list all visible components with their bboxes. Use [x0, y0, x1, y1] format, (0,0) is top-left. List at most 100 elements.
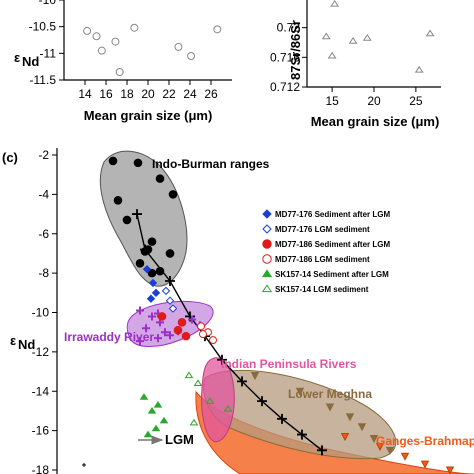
- mixing-line-marker: [317, 445, 327, 456]
- panel-c-y-tick-label: -16: [32, 424, 50, 438]
- ganges-point: [400, 452, 410, 461]
- ganges-point: [375, 442, 385, 451]
- mixing-line-marker: [237, 376, 247, 387]
- indo-burman-point: [147, 268, 157, 278]
- md77-186-lgm-point: [209, 336, 217, 345]
- lower-meghna-point: [295, 387, 305, 396]
- irrawaddy-point: [188, 315, 196, 324]
- legend-label: MD77-186 Sediment after LGM: [275, 240, 390, 249]
- indo-burman-point: [133, 158, 143, 168]
- region-indo-burman-ranges: [99, 150, 188, 287]
- panel-a-point: [97, 46, 106, 55]
- panel-b: 87Sr/86Sr 0.712 0.716 0.72 15 20 25 Mean gra…: [270, 0, 441, 129]
- indo-burman-point: [140, 247, 150, 256]
- md77-176-lgm-point: [161, 286, 171, 296]
- panel-a-y-tick-label: -11: [40, 46, 57, 60]
- panel-a-y-ticks: -10 -10.5 -11 -11.5: [29, 0, 64, 87]
- indo-burman-point: [108, 156, 118, 166]
- panel-b-point: [362, 33, 372, 41]
- panel-b-x-tick-label: 20: [367, 94, 381, 108]
- sk157-14-lgm-point: [184, 371, 194, 379]
- panel-a-point: [174, 42, 183, 51]
- label-ganges-brahmaputra: Ganges-Brahmaputra: [376, 434, 474, 448]
- legend-marker: [262, 239, 272, 249]
- md77-186-after-lgm-points: [157, 312, 191, 341]
- lower-meghna-point: [369, 435, 379, 444]
- indo-burman-point: [113, 195, 123, 205]
- panel-b-x-ticks: 15 20 25: [325, 87, 423, 108]
- panel-c: (c) ε Nd -2 -4 -6 -8 -10 -12 -14 -16 -18 Indo-Bu…: [2, 148, 474, 474]
- legend-label: MD77-176 Sediment after LGM: [275, 210, 390, 219]
- irrawaddy-point: [136, 337, 144, 346]
- ganges-point: [340, 433, 350, 442]
- panel-c-y-tick-label: -12: [32, 345, 50, 359]
- panel-b-point: [321, 32, 331, 40]
- legend-label: SK157-14 LGM sediment: [275, 285, 369, 294]
- md77-176-lgm-point: [168, 304, 178, 313]
- panel-c-y-tick-label: -14: [32, 384, 50, 398]
- panel-b-axes: [306, 0, 441, 88]
- indo-burman-point: [155, 174, 165, 183]
- mixing-line-marker: [297, 429, 307, 440]
- panel-a-point: [213, 25, 222, 34]
- md77-176-after-lgm-points: [142, 264, 161, 303]
- panel-a-x-tick-label: 24: [183, 87, 197, 101]
- panel-a-x-tick-label: 16: [99, 87, 113, 101]
- mixing-line-marker: [165, 276, 175, 286]
- panel-c-y-label-sub: Nd: [18, 337, 35, 352]
- legend-label: SK157-14 Sediment after LGM: [275, 270, 389, 279]
- label-lower-meghna: Lower Meghna: [288, 387, 372, 401]
- panel-a: ε Nd -10 -10.5 -11 -11.5 14 16 18 20 22 24 26 Mea…: [14, 0, 232, 123]
- panel-b-point: [425, 29, 435, 37]
- panel-a-x-tick-label: 26: [204, 87, 218, 101]
- panel-a-y-tick-label: -11.5: [30, 73, 57, 87]
- legend-marker: [262, 209, 272, 219]
- lower-meghna-point: [250, 372, 260, 381]
- panel-b-point: [330, 0, 340, 7]
- lower-meghna-point: [325, 403, 335, 412]
- sk157-14-after-lgm-points: [139, 393, 169, 438]
- irrawaddy-point: [154, 334, 162, 343]
- irrawaddy-point: [148, 312, 156, 321]
- lower-meghna-points: [250, 372, 395, 455]
- lower-meghna-point: [345, 413, 355, 422]
- panel-b-x-tick-label: 15: [325, 94, 339, 108]
- ganges-point: [420, 460, 430, 469]
- panel-b-points: [321, 0, 435, 73]
- panel-b-y-tick-label: 0.72: [277, 21, 301, 35]
- indo-burman-point: [155, 266, 165, 276]
- lower-meghna-point: [385, 446, 395, 455]
- md77-176-after-lgm-point: [148, 278, 158, 288]
- panel-c-y-tick-label: -2: [38, 148, 49, 162]
- indo-burman-point: [165, 249, 175, 258]
- panel-a-x-tick-label: 18: [120, 87, 134, 101]
- panel-a-points: [83, 23, 222, 76]
- panel-a-y-label-sub: Nd: [22, 54, 39, 69]
- md77-176-after-lgm-point: [146, 294, 156, 303]
- panel-b-x-label: Mean grain size (μm): [311, 114, 440, 129]
- mixing-line-marker: [277, 413, 287, 424]
- sk157-14-after-lgm-point: [147, 406, 157, 414]
- legend-marker: [262, 224, 272, 234]
- label-indian-peninsula: Indian Peninsula Rivers: [221, 357, 357, 371]
- panel-c-y-tick-label: -8: [38, 266, 49, 280]
- indo-burman-point: [122, 215, 132, 225]
- md77-176-after-lgm-point: [151, 288, 161, 298]
- panel-b-y-ticks: 0.712 0.716 0.72: [270, 21, 307, 94]
- label-indo-burman: Indo-Burman ranges: [152, 157, 270, 171]
- sk157-14-after-lgm-point: [143, 430, 153, 438]
- legend-marker: [262, 254, 272, 264]
- ganges-points: [82, 433, 455, 474]
- panel-c-y-label: ε: [10, 333, 16, 348]
- legend-marker: [261, 284, 273, 293]
- panel-a-x-tick-label: 22: [162, 87, 176, 101]
- panel-a-point: [83, 26, 92, 35]
- lower-meghna-point: [357, 423, 367, 432]
- minor-marker: [82, 463, 86, 467]
- panel-a-y-label: ε: [14, 50, 20, 65]
- md77-176-after-lgm-point: [142, 264, 152, 274]
- indo-burman-point: [147, 237, 157, 246]
- panel-b-x-tick-label: 25: [409, 94, 423, 108]
- md77-186-lgm-points: [197, 322, 217, 345]
